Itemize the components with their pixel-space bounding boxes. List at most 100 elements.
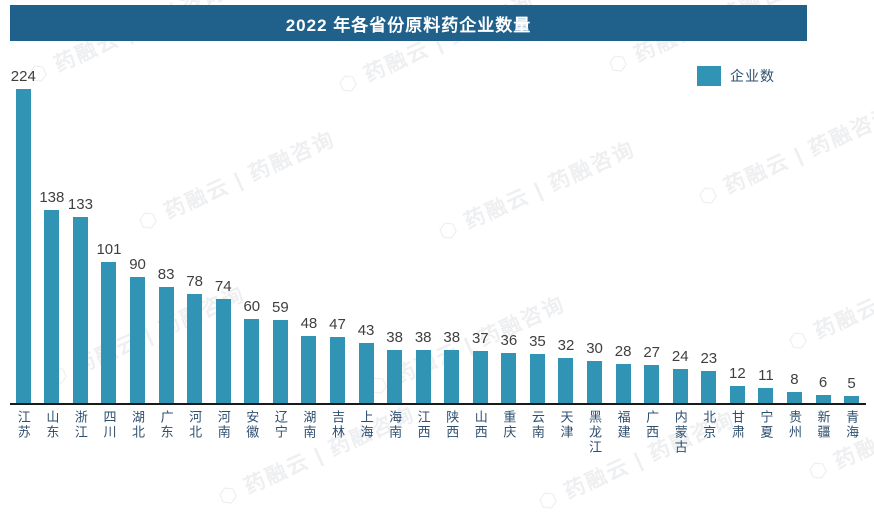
bar-column: 60 bbox=[238, 298, 267, 403]
x-axis-label: 河南 bbox=[215, 410, 231, 440]
bar-value-label: 59 bbox=[272, 299, 289, 316]
bar-column: 138 bbox=[38, 189, 67, 403]
x-axis-label-cell: 吉林 bbox=[323, 410, 352, 455]
x-axis-label: 湖北 bbox=[130, 410, 146, 440]
x-axis-label: 北京 bbox=[701, 410, 717, 440]
x-axis-label-cell: 浙江 bbox=[66, 410, 95, 455]
x-axis-label-cell: 山西 bbox=[466, 410, 495, 455]
bar-column: 12 bbox=[723, 365, 752, 403]
bar-column: 23 bbox=[695, 350, 724, 403]
bar-value-label: 38 bbox=[414, 329, 432, 346]
x-axis-label: 江西 bbox=[415, 410, 431, 440]
bar bbox=[15, 89, 31, 403]
x-axis-label-cell: 黑龙江 bbox=[580, 410, 609, 455]
x-axis-label-cell: 海南 bbox=[380, 410, 409, 455]
legend-label: 企业数 bbox=[730, 68, 775, 84]
bar bbox=[130, 277, 146, 403]
bar-value-label: 30 bbox=[586, 340, 603, 357]
bar-column: 27 bbox=[637, 344, 666, 403]
x-axis-label: 云南 bbox=[529, 410, 545, 440]
bar-column: 38 bbox=[437, 329, 466, 403]
x-axis-label-cell: 内蒙古 bbox=[666, 410, 695, 455]
bar-column: 36 bbox=[495, 332, 524, 403]
bar-value-label: 35 bbox=[529, 333, 546, 350]
x-axis-label: 青海 bbox=[844, 410, 860, 440]
bar-value-label: 138 bbox=[39, 189, 65, 206]
bar-column: 101 bbox=[95, 241, 124, 403]
bar bbox=[72, 217, 88, 403]
bar-value-label: 224 bbox=[10, 68, 36, 85]
chart-title: 2022 年各省份原料药企业数量 bbox=[285, 15, 532, 35]
bar-value-label: 23 bbox=[700, 350, 718, 367]
bar-value-label: 43 bbox=[357, 322, 375, 339]
bar-value-label: 90 bbox=[129, 256, 146, 273]
legend-color-swatch bbox=[697, 66, 721, 86]
bar bbox=[387, 350, 403, 403]
bar-column: 48 bbox=[295, 315, 324, 403]
bar-value-label: 48 bbox=[300, 315, 318, 332]
x-axis-label-cell: 四川 bbox=[95, 410, 124, 455]
bar-column: 59 bbox=[266, 299, 295, 403]
bar-value-label: 78 bbox=[186, 273, 203, 290]
bar-column: 224 bbox=[9, 68, 38, 403]
bar bbox=[844, 396, 860, 403]
x-axis-label: 四川 bbox=[101, 410, 117, 440]
bar-value-label: 60 bbox=[243, 298, 261, 315]
x-axis-label-cell: 重庆 bbox=[495, 410, 524, 455]
x-axis-label-cell: 广西 bbox=[637, 410, 666, 455]
bar-column: 11 bbox=[752, 367, 781, 403]
x-axis-label: 河北 bbox=[187, 410, 203, 440]
bar-column: 83 bbox=[152, 266, 181, 403]
x-axis-label-cell: 辽宁 bbox=[266, 410, 295, 455]
bar-column: 90 bbox=[123, 256, 152, 403]
bar-chart-plot-area: 224 138 133 101 90 83 78 74 60 59 48 47 43 38 38 38 37 36… bbox=[9, 58, 866, 403]
bar-column: 5 bbox=[837, 375, 866, 403]
x-axis-label: 山东 bbox=[44, 410, 60, 440]
x-axis-label: 上海 bbox=[358, 410, 374, 440]
x-axis-label-cell: 甘肃 bbox=[723, 410, 752, 455]
bar-column: 24 bbox=[666, 348, 695, 403]
bar-value-label: 36 bbox=[500, 332, 518, 349]
x-axis-label: 海南 bbox=[387, 410, 403, 440]
bar-value-label: 38 bbox=[443, 329, 461, 346]
x-axis-label-cell: 上海 bbox=[352, 410, 381, 455]
bar-value-label: 83 bbox=[157, 266, 175, 283]
bar bbox=[301, 336, 317, 403]
x-axis-line bbox=[10, 403, 866, 405]
bar bbox=[815, 395, 831, 403]
bar-value-label: 47 bbox=[329, 316, 346, 333]
x-axis-label: 内蒙古 bbox=[672, 410, 688, 455]
bar bbox=[786, 392, 802, 403]
bar-column: 28 bbox=[609, 343, 638, 403]
x-axis-label-cell: 河北 bbox=[180, 410, 209, 455]
x-axis-label: 山西 bbox=[472, 410, 488, 440]
x-axis-label: 辽宁 bbox=[272, 410, 288, 440]
bar bbox=[729, 386, 745, 403]
bar-column: 78 bbox=[180, 273, 209, 403]
x-axis-label-cell: 湖南 bbox=[295, 410, 324, 455]
bar bbox=[701, 371, 717, 403]
x-axis-label-cell: 福建 bbox=[609, 410, 638, 455]
bar bbox=[329, 337, 345, 403]
bar bbox=[615, 364, 631, 403]
bar-column: 32 bbox=[552, 337, 581, 403]
x-axis-label-cell: 江苏 bbox=[9, 410, 38, 455]
x-axis-label-cell: 云南 bbox=[523, 410, 552, 455]
bar bbox=[501, 353, 517, 403]
bar bbox=[44, 210, 60, 403]
x-axis-label-cell: 陕西 bbox=[437, 410, 466, 455]
bar-column: 43 bbox=[352, 322, 381, 403]
bar-column: 6 bbox=[809, 374, 838, 403]
bar-column: 133 bbox=[66, 196, 95, 403]
bar bbox=[558, 358, 574, 403]
bar bbox=[444, 350, 460, 403]
x-axis-label-cell: 天津 bbox=[552, 410, 581, 455]
bar-value-label: 28 bbox=[614, 343, 632, 360]
bar bbox=[415, 350, 431, 403]
bar-column: 38 bbox=[409, 329, 438, 403]
x-axis-label: 福建 bbox=[615, 410, 631, 440]
bar-value-label: 27 bbox=[643, 344, 660, 361]
bar-value-label: 11 bbox=[758, 367, 774, 384]
bar bbox=[187, 294, 203, 403]
x-axis-label: 黑龙江 bbox=[587, 410, 603, 455]
